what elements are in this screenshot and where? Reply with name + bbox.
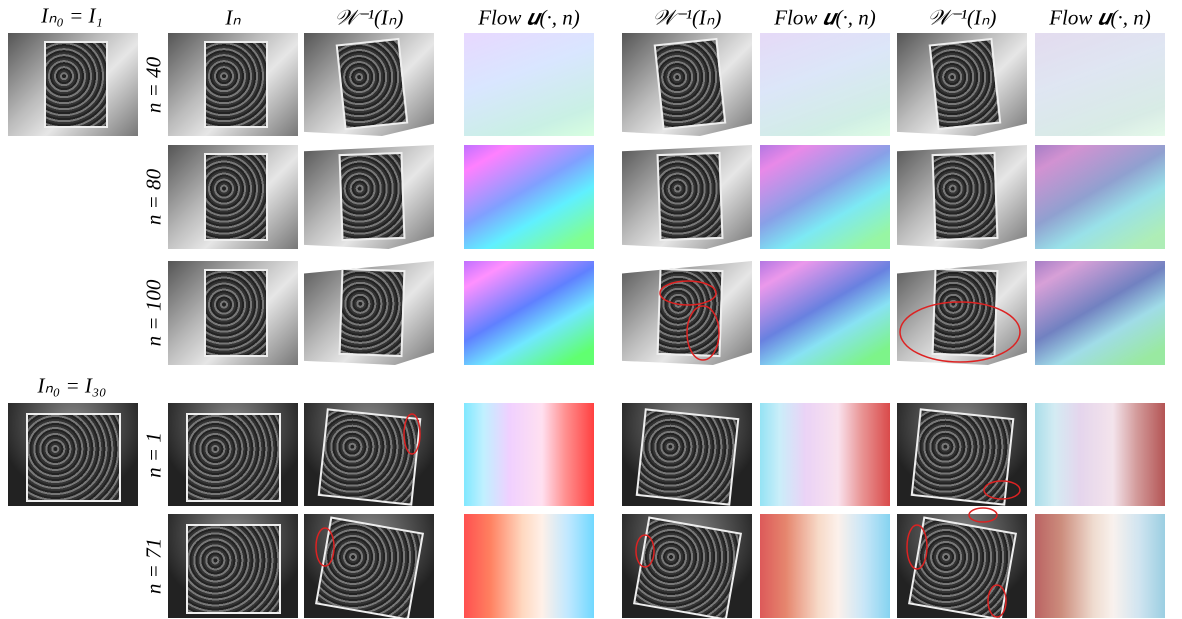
highlight-ellipse [316,528,334,566]
highlight-ellipse [900,302,1020,362]
highlight-ellipse [907,525,927,569]
highlight-ellipse [988,585,1006,617]
highlight-ellipse [660,281,716,305]
highlight-ellipse [687,306,719,360]
highlight-ellipse [636,535,654,567]
highlight-ellipse [404,414,420,454]
highlight-ellipse [984,481,1020,499]
annotations [0,0,1182,619]
figure: Iₙ₀ = I₁ Iₙ₀ = I₃₀ Iₙ𝒲⁻¹(Iₙ)Flow 𝒖(·, n)… [0,0,1182,619]
highlight-ellipse [969,508,997,522]
